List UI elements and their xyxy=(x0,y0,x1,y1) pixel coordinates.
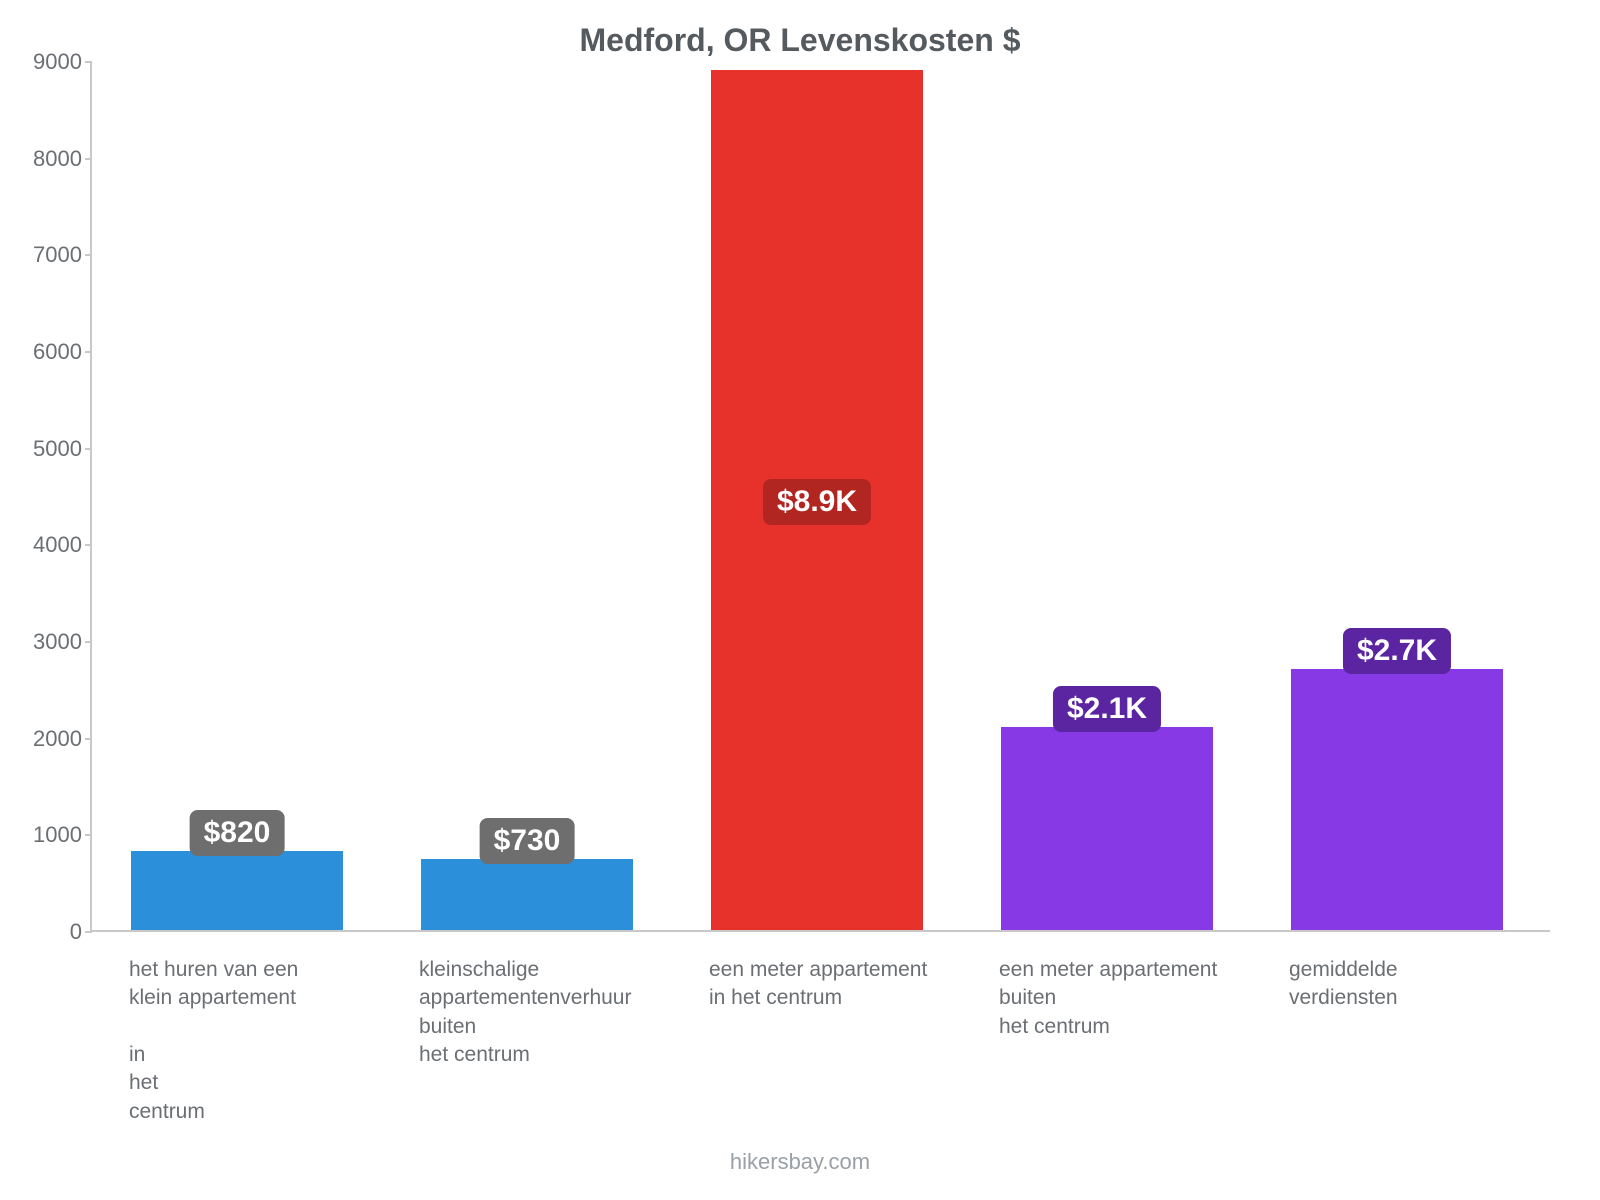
chart-container: Medford, OR Levenskosten $ 0100020003000… xyxy=(0,0,1600,1200)
y-tick-mark xyxy=(85,738,92,740)
y-tick-label: 1000 xyxy=(20,822,82,848)
y-tick-mark xyxy=(85,641,92,643)
x-tick-label: gemiddelde verdiensten xyxy=(1289,956,1398,1013)
bar-value-label: $8.9K xyxy=(763,479,871,525)
bar-value-label: $2.7K xyxy=(1343,628,1451,674)
y-tick-label: 5000 xyxy=(20,436,82,462)
bar xyxy=(421,859,633,930)
bar xyxy=(131,851,343,930)
x-tick-label: een meter appartement buiten het centrum xyxy=(999,956,1217,1041)
bar xyxy=(1291,669,1503,930)
x-tick-label: het huren van een klein appartement in h… xyxy=(129,956,298,1126)
bar-value-label: $820 xyxy=(190,810,285,856)
bar-value-label: $730 xyxy=(480,818,575,864)
y-tick-mark xyxy=(85,61,92,63)
y-tick-label: 0 xyxy=(20,919,82,945)
y-tick-mark xyxy=(85,158,92,160)
y-tick-label: 3000 xyxy=(20,629,82,655)
y-tick-label: 8000 xyxy=(20,146,82,172)
y-tick-label: 6000 xyxy=(20,339,82,365)
y-tick-mark xyxy=(85,834,92,836)
y-tick-label: 2000 xyxy=(20,726,82,752)
y-tick-mark xyxy=(85,931,92,933)
chart-title: Medford, OR Levenskosten $ xyxy=(0,22,1600,59)
y-tick-label: 4000 xyxy=(20,532,82,558)
y-tick-label: 9000 xyxy=(20,49,82,75)
y-tick-mark xyxy=(85,448,92,450)
y-tick-mark xyxy=(85,351,92,353)
bar-value-label: $2.1K xyxy=(1053,686,1161,732)
plot-area: 0100020003000400050006000700080009000$82… xyxy=(90,62,1550,932)
x-tick-label: een meter appartement in het centrum xyxy=(709,956,927,1013)
bar xyxy=(1001,727,1213,930)
y-tick-label: 7000 xyxy=(20,242,82,268)
y-tick-mark xyxy=(85,254,92,256)
source-credit: hikersbay.com xyxy=(0,1149,1600,1175)
x-tick-label: kleinschalige appartementenverhuur buite… xyxy=(419,956,631,1069)
y-tick-mark xyxy=(85,544,92,546)
